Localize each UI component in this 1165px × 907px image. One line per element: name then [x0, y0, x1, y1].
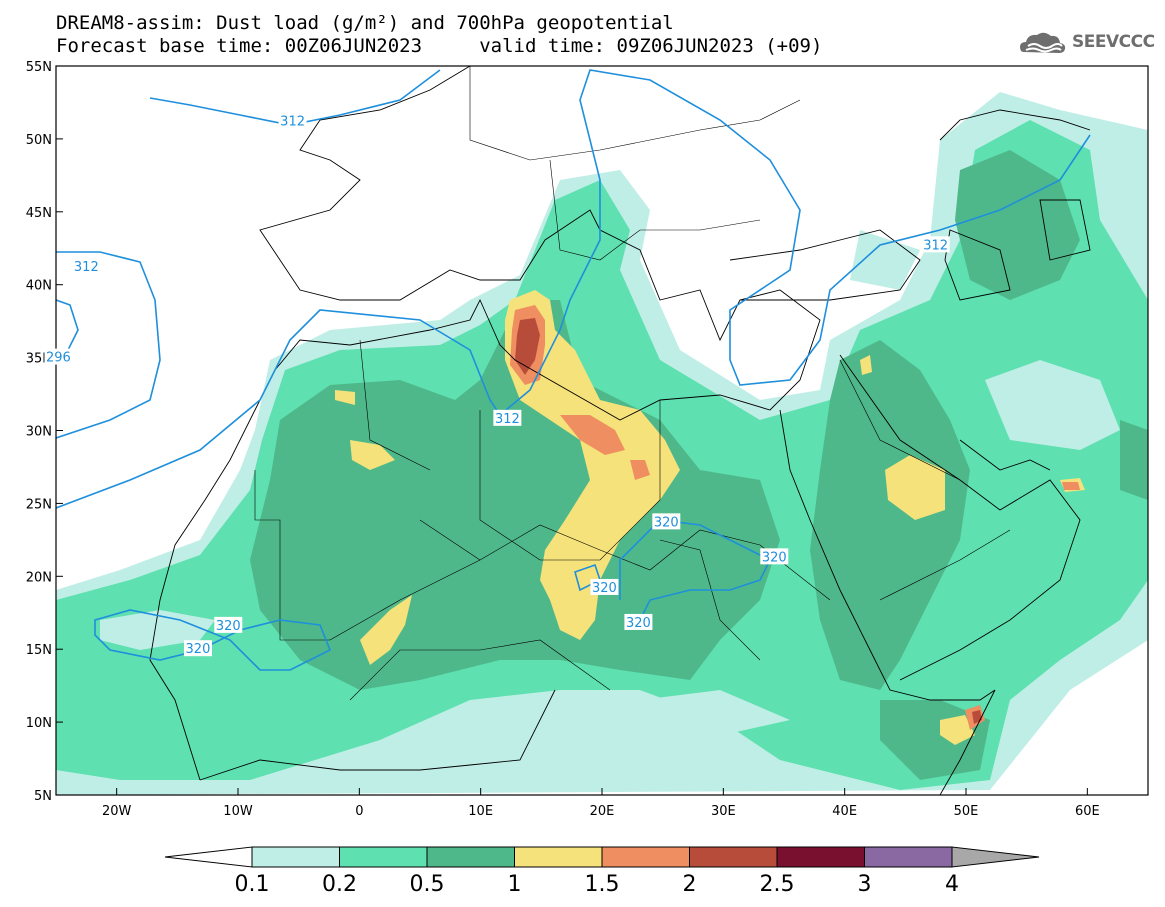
contour-label-bg: [278, 112, 307, 129]
colorbar-swatch: [339, 846, 428, 868]
contour-label-bg: [652, 513, 681, 530]
contour-label: 312: [923, 238, 948, 253]
lon-tick-label: 0: [355, 804, 363, 819]
contour-label: 312: [495, 412, 520, 427]
lon-tick-label: 40E: [832, 804, 857, 819]
contour-label-bg: [921, 236, 950, 253]
contour-label-bg: [72, 258, 101, 275]
contour-label: 312: [74, 260, 99, 275]
dust-level-0.1-holes: [100, 230, 1120, 740]
colorbar-swatch: [864, 846, 953, 868]
colorbar-label: 3: [858, 872, 872, 897]
colorbar-label: 0.5: [410, 872, 445, 897]
dust-load-field: [56, 92, 1148, 795]
lat-tick-label: 5N: [34, 789, 52, 804]
lat-tick-label: 25N: [26, 497, 52, 512]
contour-label: 320: [626, 616, 651, 631]
contour-label-bg: [760, 548, 789, 565]
colorbar-swatch: [426, 846, 515, 868]
colorbar-swatch: [251, 846, 340, 868]
contour-label: 312: [280, 114, 305, 129]
logo-text: SEEVCCC: [1072, 32, 1155, 52]
map-subtitle: Forecast base time: 00Z06JUN2023 valid t…: [56, 35, 823, 57]
colorbar-label: 0.1: [235, 872, 270, 897]
dust-level-1: [335, 290, 1085, 745]
lon-tick-label: 60E: [1075, 804, 1100, 819]
colorbar-over-arrow: [951, 846, 1040, 868]
contour-label: 320: [654, 515, 679, 530]
colorbar-label: 2.5: [760, 872, 795, 897]
colorbar-label: 4: [945, 872, 959, 897]
cloud-logo-icon: [1020, 32, 1066, 53]
dust-level-0.5: [250, 150, 1148, 780]
lon-tick-label: 20W: [102, 804, 132, 819]
lon-tick-label: 20E: [590, 804, 615, 819]
colorbar-label: 1: [508, 872, 522, 897]
colorbar-label: 2: [683, 872, 697, 897]
colorbar: 0.1 0.2 0.5 1 1.5 2 2.5 3 4: [164, 846, 1040, 897]
colorbar-label: 1.5: [585, 872, 620, 897]
contour-label-bg: [624, 613, 653, 630]
colorbar-under-arrow: [164, 846, 253, 868]
contour-label-group: 312 296 312 312 312 320 320 320 320 320 320: [44, 112, 950, 657]
colorbar-label: 0.2: [322, 872, 357, 897]
lat-tick-label: 30N: [26, 425, 52, 440]
colorbar-swatch: [689, 846, 778, 868]
lon-tick-label: 10W: [223, 804, 253, 819]
contour-label: 320: [592, 581, 617, 596]
contour-label: 320: [216, 619, 241, 634]
contour-label-bg: [44, 348, 73, 365]
contour-label: 320: [186, 642, 211, 657]
contour-label-bg: [183, 640, 212, 657]
lat-tick-label: 45N: [26, 206, 52, 221]
lat-tick-label: 10N: [26, 716, 52, 731]
lat-tick-label: 20N: [26, 570, 52, 585]
lat-tick-label: 40N: [26, 279, 52, 294]
lon-tick-label: 50E: [954, 804, 979, 819]
map-title: DREAM8-assim: Dust load (g/m²) and 700hP…: [56, 12, 674, 34]
lat-tick-label: 50N: [26, 133, 52, 148]
lat-tick-label: 55N: [26, 60, 52, 75]
contour-label-bg: [214, 616, 243, 633]
contour-label: 320: [762, 550, 787, 565]
country-borders: [254, 66, 1011, 701]
colorbar-swatch: [514, 846, 603, 868]
lon-tick-group: 20W 10W 0 10E 20E 30E 40E 50E 60E: [102, 788, 1100, 819]
contour-label: 296: [46, 351, 71, 366]
colorbar-swatch: [776, 846, 865, 868]
colorbar-swatch: [601, 846, 690, 868]
contour-label-bg: [590, 578, 619, 595]
lon-tick-label: 30E: [711, 804, 736, 819]
lon-tick-label: 10E: [468, 804, 493, 819]
contour-label-bg: [493, 409, 522, 426]
lat-tick-label: 15N: [26, 643, 52, 658]
